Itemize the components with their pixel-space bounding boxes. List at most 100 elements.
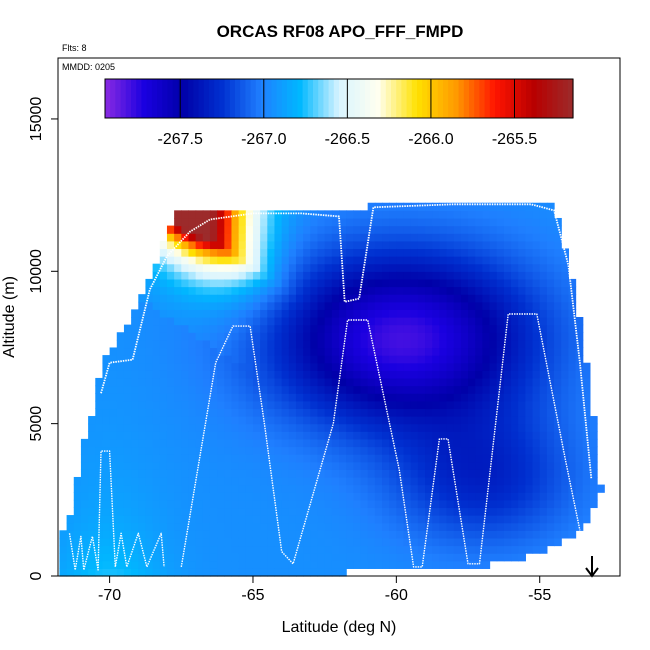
heatmap-cell (396, 446, 405, 455)
heatmap-cell (288, 332, 297, 341)
heatmap-cell (561, 400, 569, 410)
heatmap-cell (310, 294, 319, 303)
heatmap-cell (382, 499, 390, 509)
heatmap-cell (260, 560, 268, 569)
heatmap-cell (80, 469, 89, 478)
heatmap-cell (324, 324, 333, 333)
heatmap-cell (360, 507, 369, 516)
heatmap-cell (382, 309, 390, 318)
heatmap-cell (181, 294, 190, 303)
heatmap-cell (539, 416, 548, 425)
heatmap-cell (317, 256, 326, 265)
heatmap-cell (245, 484, 254, 493)
heatmap-cell (389, 515, 397, 524)
heatmap-cell (166, 568, 175, 577)
heatmap-cell (331, 530, 340, 539)
heatmap-cell (131, 560, 139, 569)
heatmap-cell (274, 362, 283, 371)
heatmap-cell (224, 317, 233, 326)
heatmap-cell (288, 515, 297, 524)
heatmap-cell (382, 560, 390, 569)
heatmap-cell (217, 217, 225, 227)
heatmap-cell (546, 324, 555, 333)
heatmap-cell (245, 492, 254, 501)
heatmap-cell (274, 240, 283, 250)
heatmap-cell (382, 271, 390, 280)
heatmap-cell (554, 301, 562, 310)
colorbar-swatch (463, 79, 470, 118)
heatmap-cell (238, 347, 247, 356)
heatmap-cell (410, 362, 419, 371)
heatmap-cell (561, 355, 569, 364)
heatmap-cell (188, 461, 197, 470)
heatmap-cell (417, 507, 426, 516)
heatmap-cell (403, 537, 412, 547)
heatmap-cell (539, 332, 548, 341)
heatmap-cell (202, 248, 211, 257)
heatmap-cell (95, 507, 104, 516)
colorbar-swatch (484, 79, 491, 118)
heatmap-cell (145, 377, 154, 387)
heatmap-cell (252, 568, 261, 577)
heatmap-cell (460, 225, 469, 234)
heatmap-cell (260, 530, 268, 539)
heatmap-cell (446, 416, 455, 425)
heatmap-cell (374, 225, 383, 234)
heatmap-cell (374, 484, 383, 493)
heatmap-cell (123, 339, 132, 349)
heatmap-cell (274, 225, 283, 234)
heatmap-cell (324, 545, 333, 554)
heatmap-cell (188, 278, 197, 288)
heatmap-cell (382, 256, 390, 265)
heatmap-cell (324, 347, 333, 356)
heatmap-cell (453, 240, 462, 250)
heatmap-cell (417, 309, 426, 318)
heatmap-cell (453, 256, 462, 265)
heatmap-cell (511, 522, 519, 531)
heatmap-cell (460, 515, 469, 524)
heatmap-cell (281, 256, 290, 265)
heatmap-cell (339, 317, 347, 326)
heatmap-cell (260, 377, 268, 387)
heatmap-cell (267, 560, 276, 569)
heatmap-cell (174, 347, 182, 356)
heatmap-cell (209, 438, 218, 448)
heatmap-cell (554, 507, 562, 516)
heatmap-cell (303, 225, 311, 234)
heatmap-cell (367, 294, 376, 303)
heatmap-cell (460, 339, 469, 349)
heatmap-cell (245, 225, 254, 234)
heatmap-cell (575, 385, 584, 394)
heatmap-cell (353, 317, 362, 326)
heatmap-cell (539, 385, 548, 394)
heatmap-cell (425, 256, 433, 265)
heatmap-cell (532, 355, 541, 364)
heatmap-cell (403, 278, 412, 288)
heatmap-cell (181, 545, 190, 554)
heatmap-cell (181, 278, 190, 288)
heatmap-cell (360, 301, 369, 310)
x-tick-label: -65 (241, 587, 264, 604)
heatmap-cell (346, 301, 354, 310)
heatmap-cell (554, 278, 562, 288)
heatmap-cell (245, 271, 254, 280)
heatmap-cell (575, 332, 584, 341)
heatmap-cell (439, 469, 448, 478)
heatmap-cell (80, 461, 89, 470)
heatmap-cell (95, 438, 104, 448)
heatmap-cell (159, 400, 168, 410)
heatmap-cell (453, 515, 462, 524)
heatmap-cell (360, 248, 369, 257)
heatmap-cell (109, 492, 118, 501)
heatmap-cell (324, 454, 333, 463)
flight-track (68, 203, 593, 571)
heatmap-cell (554, 515, 562, 524)
heatmap-cell (202, 233, 211, 242)
heatmap-cell (217, 355, 225, 364)
heatmap-cell (188, 324, 197, 333)
heatmap-cell (324, 339, 333, 349)
heatmap-cell (453, 317, 462, 326)
heatmap-cell (195, 355, 204, 364)
heatmap-cell (568, 309, 577, 318)
heatmap-cell (396, 339, 405, 349)
